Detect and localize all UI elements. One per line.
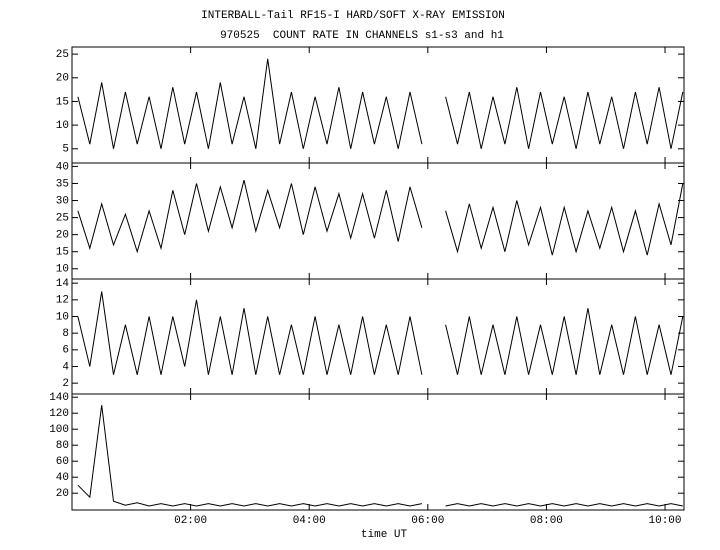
data-line [77,179,684,256]
y-tick-label: 140 [49,392,69,404]
y-tick-label: 6 [62,345,69,357]
y-tick-label: 4 [62,361,69,373]
y-tick-label: 15 [56,247,69,259]
y-tick-label: 15 [56,96,69,108]
chart-subtitle: 970525 COUNT RATE IN CHANNELS s1-s3 and … [220,30,504,42]
x-axis-label: time UT [361,529,408,541]
y-tick-label: 20 [56,73,69,85]
y-tick-label: 35 [56,178,69,190]
y-tick-label: 60 [56,456,69,468]
y-tick-label: 10 [56,120,69,132]
y-tick-label: 100 [49,424,69,436]
panel-frame [71,46,685,164]
y-tick-label: 40 [56,161,69,173]
y-tick-label: 40 [56,472,69,484]
y-tick-label: 20 [56,230,69,242]
data-line [77,405,683,507]
chart-title: INTERBALL-Tail RF15-I HARD/SOFT X-RAY EM… [201,10,505,22]
x-tick-label: 08:00 [530,515,563,527]
panel-frame [71,162,685,280]
y-tick-label: 30 [56,195,69,207]
x-tick-label: 04:00 [293,515,326,527]
y-tick-label: 80 [56,440,69,452]
x-tick-label: 10:00 [649,515,682,527]
y-tick-label: 25 [56,212,69,224]
y-tick-label: 120 [49,408,69,420]
panel-frame [71,393,685,511]
y-tick-label: 5 [62,144,69,156]
x-tick-label: 02:00 [174,515,207,527]
y-tick-label: 20 [56,488,69,500]
y-tick-label: 8 [62,328,69,340]
data-line [77,291,684,375]
data-line [77,58,684,149]
y-tick-label: 14 [56,278,70,290]
y-tick-label: 12 [56,295,69,307]
x-tick-label: 06:00 [411,515,444,527]
y-tick-label: 25 [56,49,69,61]
y-tick-label: 2 [62,378,69,390]
y-tick-label: 10 [56,264,69,276]
panel-frame [71,278,685,395]
y-tick-label: 10 [56,311,69,323]
